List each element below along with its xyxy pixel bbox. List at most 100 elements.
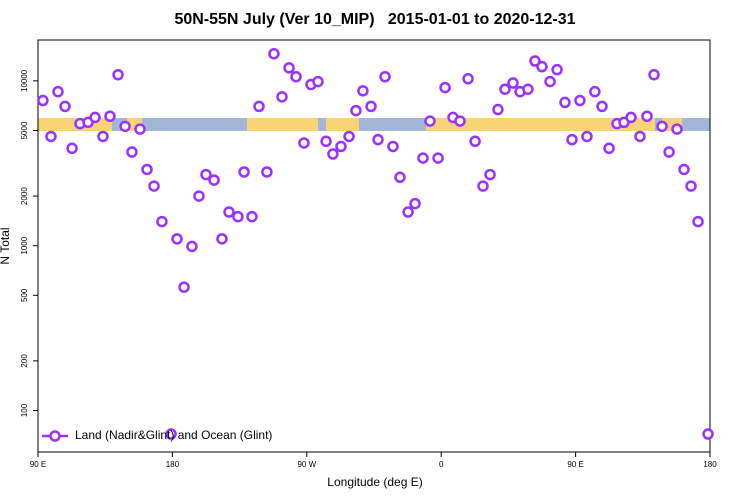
data-point: [141, 163, 153, 176]
data-point: [477, 180, 489, 192]
data-point: [350, 104, 362, 117]
data-point: [417, 152, 429, 164]
data-point: [656, 120, 668, 133]
data-point: [648, 68, 660, 81]
data-point: [186, 240, 198, 253]
land-band: [247, 118, 318, 131]
data-point: [148, 180, 160, 192]
x-axis-label: Longitude (deg E): [327, 475, 422, 489]
data-point: [484, 168, 496, 181]
ocean-band: [359, 118, 426, 131]
ocean-band: [142, 118, 247, 131]
data-point: [379, 70, 391, 83]
data-point: [492, 103, 504, 116]
y-tick-label: 200: [20, 354, 29, 368]
data-point: [97, 130, 109, 143]
data-point: [365, 100, 377, 113]
data-point: [52, 85, 64, 98]
data-point: [268, 48, 280, 60]
data-point: [625, 111, 637, 124]
data-point: [522, 83, 534, 95]
chart-title: 50N-55N July (Ver 10_MIP) 2015-01-01 to …: [174, 11, 575, 28]
data-point: [387, 140, 399, 153]
data-point: [119, 120, 131, 133]
data-point: [559, 96, 571, 109]
data-point: [193, 190, 205, 202]
y-axis-label: N Total: [0, 227, 12, 264]
legend-label: Land (Nadir&Glint) and Ocean (Glint): [75, 428, 272, 442]
data-point: [37, 94, 49, 107]
data-point: [200, 168, 212, 181]
data-point: [454, 115, 466, 127]
data-point: [641, 110, 653, 123]
data-point: [702, 428, 714, 440]
land-band: [426, 118, 655, 131]
data-point: [223, 206, 235, 218]
data-point: [469, 135, 481, 148]
data-point: [171, 233, 183, 245]
data-point: [343, 130, 355, 143]
surface-strip: [38, 118, 710, 131]
data-point: [432, 152, 444, 164]
ocean-band: [682, 118, 710, 131]
data-point: [551, 63, 563, 76]
data-point: [544, 75, 556, 88]
data-point: [357, 85, 369, 97]
y-tick-label: 1000: [20, 236, 29, 254]
y-tick-label: 5000: [20, 121, 29, 139]
x-tick-label: 90 E: [30, 460, 46, 469]
data-point: [603, 142, 615, 155]
data-point: [89, 111, 101, 124]
data-point: [134, 123, 146, 135]
data-point: [634, 130, 646, 143]
x-tick-label: 90 E: [567, 460, 583, 469]
data-point: [290, 70, 302, 83]
data-point: [692, 215, 704, 228]
data-point: [178, 281, 190, 293]
data-point: [685, 180, 697, 192]
data-point: [424, 115, 436, 127]
y-tick-label: 100: [20, 403, 29, 417]
data-point: [462, 73, 474, 85]
data-point: [312, 75, 324, 88]
data-point: [276, 91, 288, 103]
data-point: [507, 77, 519, 89]
data-point: [126, 146, 138, 158]
data-point: [208, 174, 220, 186]
data-point: [596, 100, 608, 113]
data-point: [283, 62, 295, 74]
data-point: [216, 233, 228, 245]
data-point: [372, 133, 384, 146]
data-point: [66, 142, 78, 155]
data-point: [536, 60, 548, 73]
data-point: [232, 210, 244, 223]
data-point: [261, 166, 273, 178]
data-point: [409, 197, 421, 210]
data-point: [238, 166, 250, 178]
data-point: [246, 210, 258, 223]
x-tick-label: 90 W: [297, 460, 316, 469]
data-point: [156, 215, 168, 228]
data-point: [529, 55, 541, 67]
data-point: [298, 137, 310, 149]
x-tick-label: 180: [703, 460, 717, 469]
data-point: [59, 100, 71, 113]
data-point: [104, 110, 116, 123]
data-point: [566, 133, 578, 146]
legend-marker: [49, 430, 61, 442]
data-point: [499, 83, 511, 95]
y-tick-label: 10000: [20, 69, 29, 92]
data-point: [439, 81, 451, 94]
data-point: [671, 123, 683, 135]
y-tick-label: 500: [20, 288, 29, 302]
data-point: [402, 206, 414, 218]
data-point: [165, 428, 177, 440]
data-point: [589, 85, 601, 98]
data-point: [327, 148, 339, 160]
ocean-band: [318, 118, 326, 131]
y-tick-label: 2000: [20, 187, 29, 205]
data-point: [320, 135, 332, 148]
data-point: [663, 146, 675, 158]
